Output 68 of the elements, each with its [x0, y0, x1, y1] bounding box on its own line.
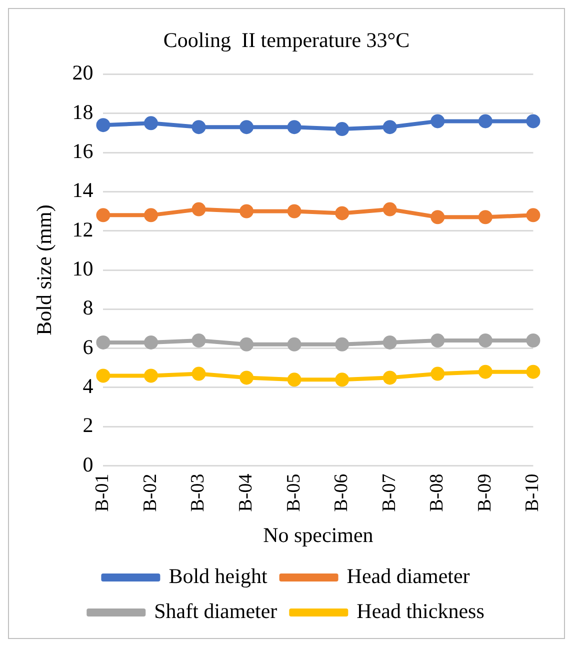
x-tick-label: B-02 — [140, 474, 161, 512]
point — [478, 333, 492, 348]
point — [96, 335, 110, 350]
point — [144, 335, 158, 350]
point — [478, 114, 492, 128]
point — [287, 372, 302, 387]
point — [144, 208, 158, 222]
point — [240, 120, 254, 134]
x-tick-label: B-09 — [474, 474, 496, 512]
x-tick-label: B-01 — [92, 474, 114, 512]
point — [382, 370, 397, 385]
y-tick-label: 14 — [72, 178, 94, 202]
point — [335, 206, 350, 220]
point — [430, 333, 445, 348]
point — [287, 120, 302, 134]
point — [526, 333, 540, 348]
y-tick-label: 0 — [82, 452, 94, 476]
point — [96, 118, 110, 132]
point — [287, 204, 302, 218]
point — [96, 208, 110, 222]
point — [382, 202, 397, 216]
point — [192, 333, 206, 348]
point — [240, 337, 254, 352]
x-tick-label: B-04 — [236, 473, 257, 512]
point — [430, 114, 445, 128]
point — [526, 364, 540, 379]
y-tick-label: 2 — [82, 413, 94, 438]
point — [382, 335, 397, 350]
x-tick-label: B-08 — [426, 474, 448, 512]
point — [287, 337, 302, 352]
point — [192, 202, 206, 216]
y-tick-label: 12 — [72, 217, 94, 242]
x-tick-label: B-07 — [378, 474, 400, 512]
y-tick-label: 6 — [82, 334, 94, 359]
point — [335, 122, 350, 136]
x-tick-label: B-05 — [283, 474, 304, 512]
point — [526, 114, 540, 128]
point — [96, 368, 110, 383]
y-tick-label: 20 — [72, 60, 94, 85]
y-tick-label: 10 — [72, 256, 94, 281]
y-tick-label: 4 — [82, 374, 94, 398]
point — [478, 364, 492, 379]
point — [382, 120, 397, 134]
x-axis-title: No specimen — [263, 522, 374, 547]
point — [240, 370, 254, 385]
legend-label: Head thickness — [356, 599, 484, 624]
x-tick-label: B-06 — [331, 474, 352, 512]
legend-label: Head diameter — [346, 564, 470, 588]
point — [335, 337, 350, 352]
point — [430, 210, 445, 224]
legend-label: Bold height — [168, 564, 268, 588]
point — [430, 366, 445, 381]
point — [526, 208, 540, 222]
point — [478, 210, 492, 224]
point — [335, 372, 350, 387]
legend-label: Shaft diameter — [154, 599, 278, 624]
y-tick-label: 18 — [72, 100, 94, 124]
y-axis-title: Bold size (mm) — [32, 204, 56, 336]
point — [192, 120, 206, 134]
y-tick-label: 16 — [72, 139, 94, 164]
x-tick-label: B-10 — [522, 474, 544, 512]
chart-title: Cooling II temperature 33°C — [163, 28, 410, 52]
y-tick-label: 8 — [82, 296, 94, 320]
x-tick-label: B-03 — [188, 474, 209, 512]
point — [240, 204, 254, 218]
point — [144, 368, 158, 383]
point — [192, 366, 206, 381]
point — [144, 116, 158, 130]
